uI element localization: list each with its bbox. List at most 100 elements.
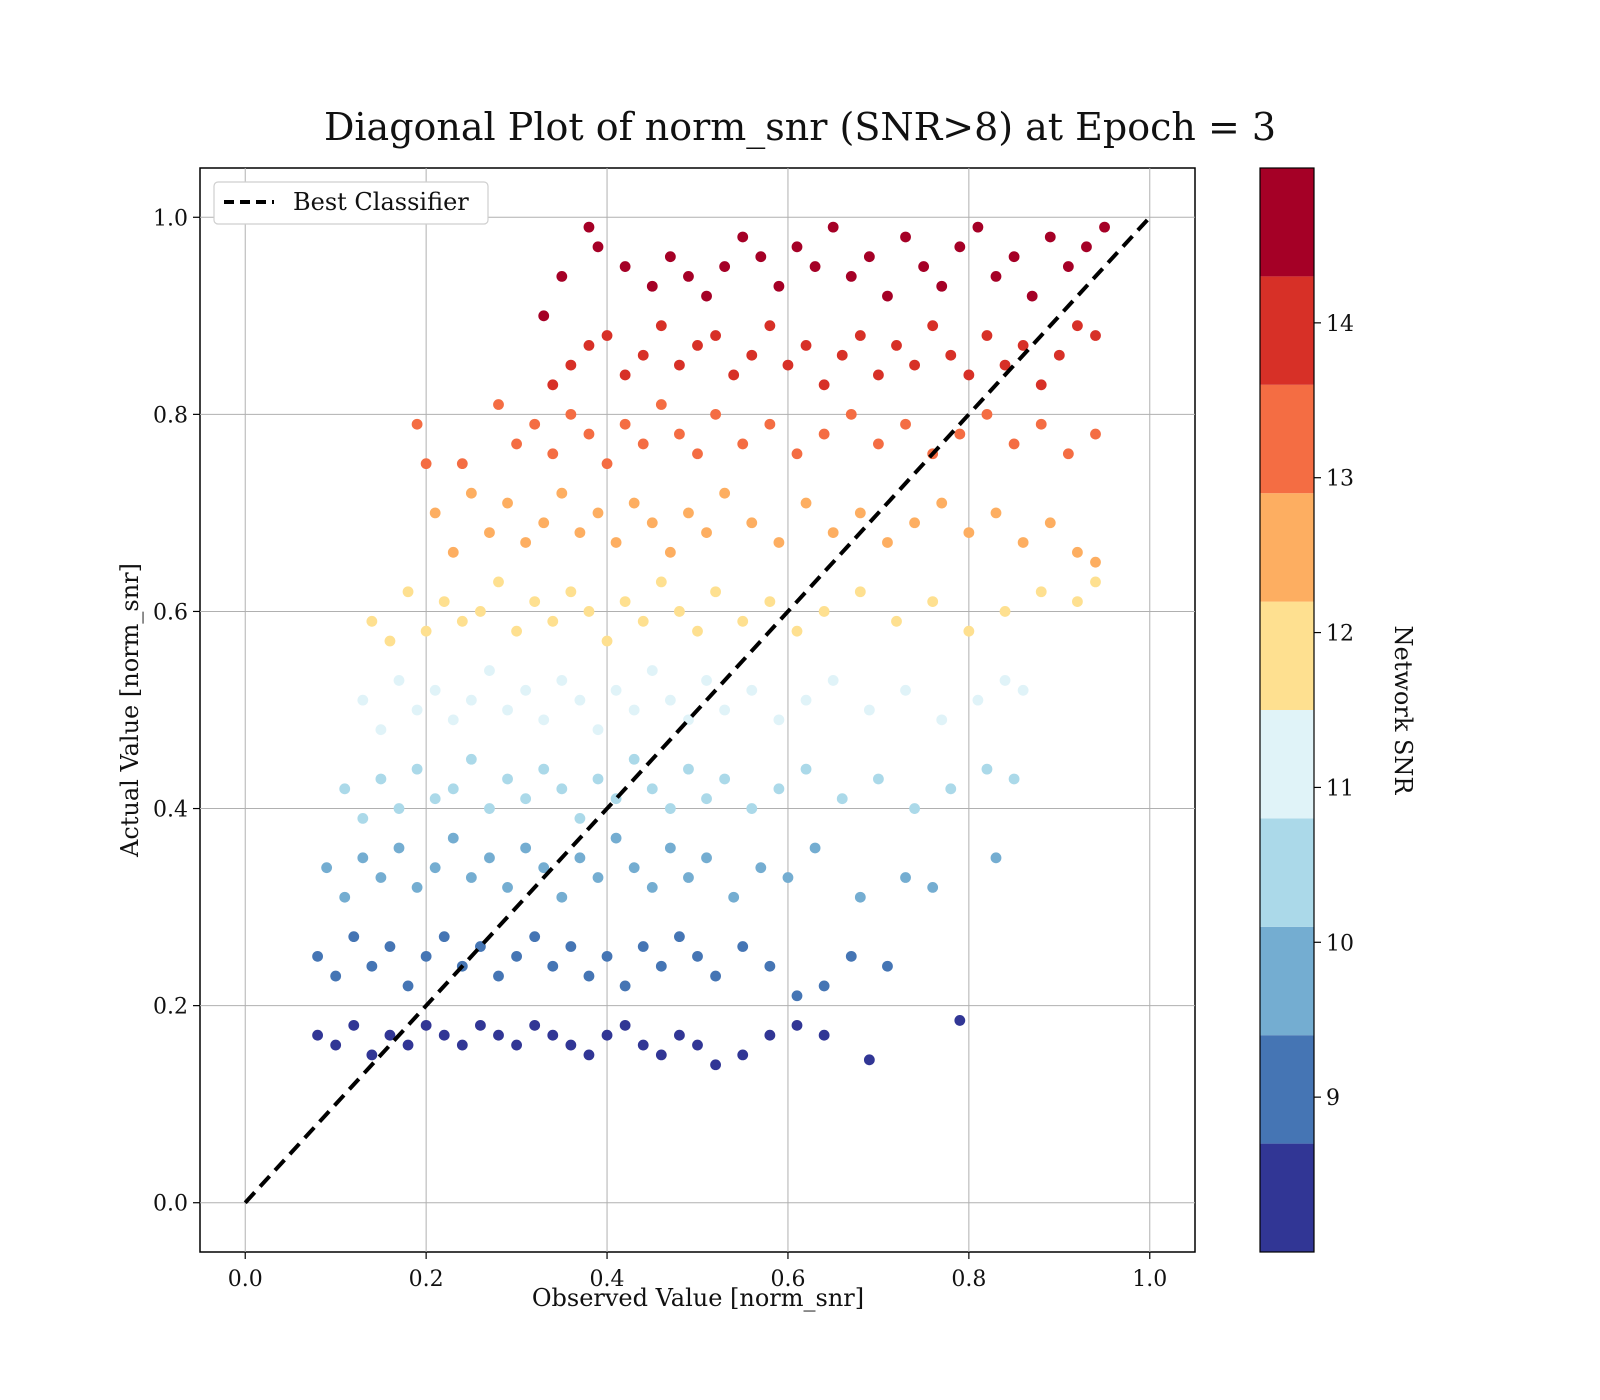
scatter-point	[972, 221, 984, 233]
scatter-point	[854, 891, 866, 903]
scatter-point	[710, 586, 721, 598]
scatter-point	[556, 675, 568, 686]
y-axis-label: Actual Value [norm_snr]	[116, 563, 144, 858]
scatter-point	[493, 1029, 504, 1041]
scatter-point	[339, 891, 351, 903]
scatter-point	[692, 1039, 703, 1051]
scatter-point	[936, 497, 948, 509]
scatter-point	[601, 1029, 613, 1041]
scatter-series-0	[312, 1015, 966, 1071]
scatter-point	[1017, 537, 1029, 548]
scatter-point	[312, 950, 323, 962]
scatter-point	[520, 537, 532, 548]
scatter-point	[565, 1039, 577, 1051]
scatter-point	[764, 596, 776, 607]
scatter-point	[999, 675, 1011, 686]
scatter-point	[954, 428, 966, 440]
colorbar-band	[1260, 601, 1314, 710]
scatter-point	[764, 418, 776, 430]
scatter-point	[484, 527, 495, 539]
scatter-point	[990, 271, 1002, 282]
scatter-point	[674, 931, 685, 943]
legend-label-best-classifier: Best Classifier	[293, 188, 469, 216]
scatter-series-1	[312, 931, 893, 1002]
scatter-point	[845, 271, 857, 282]
scatter-point	[773, 537, 785, 548]
x-tick-label: 0.8	[951, 1267, 986, 1292]
scatter-point	[556, 891, 568, 903]
y-tick-label: 0.6	[153, 600, 188, 625]
scatter-point	[737, 1049, 749, 1061]
scatter-point	[719, 704, 731, 716]
scatter-point	[710, 970, 721, 982]
scatter-point	[827, 675, 839, 686]
scatter-point	[429, 684, 441, 696]
scatter-point	[945, 349, 957, 361]
scatter-point	[737, 438, 749, 450]
scatter-point	[900, 684, 911, 696]
scatter-point	[465, 694, 477, 706]
scatter-point	[628, 862, 640, 874]
scatter-point	[827, 527, 839, 539]
scatter-point	[511, 438, 522, 450]
scatter-point	[882, 537, 893, 548]
scatter-point	[456, 458, 468, 470]
scatter-series-7	[411, 399, 1101, 470]
scatter-point	[447, 714, 459, 726]
scatter-point	[438, 931, 450, 943]
scatter-point	[873, 773, 884, 785]
scatter-point	[592, 507, 604, 519]
scatter-point	[484, 852, 495, 864]
scatter-point	[882, 960, 893, 972]
scatter-point	[628, 497, 640, 509]
scatter-point	[538, 310, 550, 322]
scatter-series-3	[339, 753, 1020, 824]
scatter-point	[402, 586, 414, 598]
scatter-point	[628, 704, 640, 716]
scatter-point	[764, 1029, 776, 1041]
scatter-point	[619, 980, 631, 992]
scatter-point	[511, 950, 522, 962]
scatter-point	[502, 773, 513, 785]
scatter-point	[655, 399, 667, 410]
scatter-point	[719, 487, 731, 499]
scatter-point	[692, 448, 703, 460]
colorbar-tick-label: 10	[1326, 931, 1354, 956]
x-axis-label: Observed Value [norm_snr]	[532, 1284, 864, 1312]
scatter-point	[447, 832, 459, 844]
scatter-point	[393, 842, 405, 854]
y-tick-label: 1.0	[153, 206, 188, 231]
scatter-point	[818, 379, 830, 391]
scatter-point	[610, 537, 622, 548]
scatter-point	[800, 763, 812, 775]
scatter-point	[601, 950, 613, 962]
scatter-point	[637, 1039, 649, 1051]
scatter-point	[1026, 290, 1038, 302]
scatter-point	[737, 941, 749, 952]
scatter-point	[502, 497, 513, 509]
scatter-point	[918, 261, 930, 272]
scatter-point	[655, 1049, 667, 1061]
scatter-point	[411, 418, 423, 430]
scatter-point	[836, 349, 848, 361]
scatter-point	[791, 241, 803, 253]
scatter-point	[1008, 773, 1020, 785]
scatter-point	[475, 606, 486, 617]
scatter-point	[773, 280, 785, 292]
colorbar: 9 10 11 12 13 14	[1259, 167, 1354, 1253]
scatter-point	[755, 251, 767, 263]
x-tick-label: 0.4	[590, 1267, 625, 1292]
scatter-point	[746, 684, 758, 696]
scatter-point	[1090, 576, 1101, 588]
scatter-point	[800, 497, 812, 509]
scatter-point	[1062, 261, 1074, 272]
scatter-point	[954, 1015, 966, 1026]
colorbar-label: Network SNR	[1389, 626, 1417, 796]
scatter-point	[782, 359, 794, 371]
scatter-point	[1035, 586, 1047, 598]
x-tick-label: 0.0	[228, 1267, 263, 1292]
scatter-point	[384, 635, 396, 647]
scatter-point	[565, 586, 577, 598]
